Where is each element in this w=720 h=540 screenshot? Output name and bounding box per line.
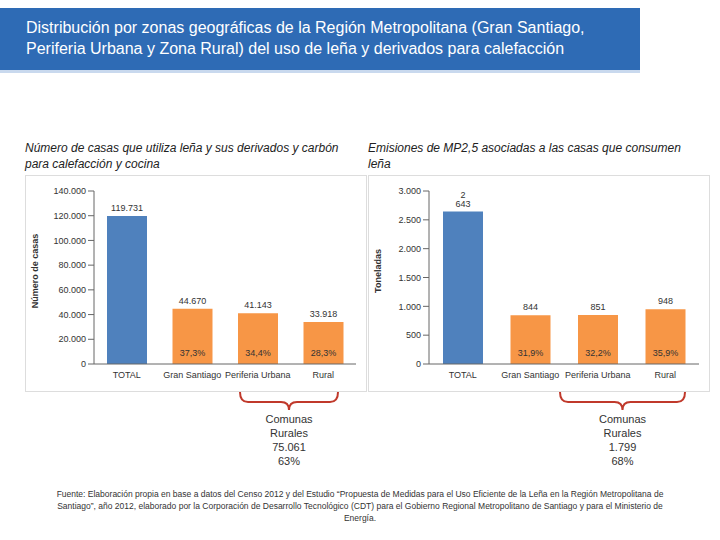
- html-text:Número de casas: Número de casas: [30, 233, 40, 309]
- svg-text:500: 500: [406, 330, 421, 340]
- svg-text:3.000: 3.000: [398, 186, 421, 196]
- svg-text:Rural: Rural: [654, 370, 676, 380]
- svg-text:Periferia Urbana: Periferia Urbana: [225, 370, 291, 380]
- svg-text:Rural: Rural: [312, 370, 334, 380]
- svg-text:2643: 2643: [455, 190, 470, 209]
- svg-text:Gran Santiago: Gran Santiago: [163, 370, 221, 380]
- svg-text:60.000: 60.000: [58, 285, 86, 295]
- html-text:68%: 68%: [611, 455, 634, 467]
- svg-text:100.000: 100.000: [53, 236, 86, 246]
- html-text:Fuente: Elaboración propia en: Fuente: Elaboración propia en base a dat…: [56, 489, 664, 523]
- svg-text:28,3%: 28,3%: [311, 348, 337, 358]
- svg-text:32,2%: 32,2%: [585, 348, 611, 358]
- svg-text:31,9%: 31,9%: [518, 348, 544, 358]
- html-text:Comunas Rurales: Comunas Rurales: [265, 413, 313, 439]
- svg-text:948: 948: [658, 296, 673, 306]
- html-text:75.061: 75.061: [272, 441, 306, 453]
- svg-text:37,3%: 37,3%: [180, 348, 206, 358]
- svg-text:80.000: 80.000: [58, 260, 86, 270]
- svg-text:2.500: 2.500: [398, 215, 421, 225]
- html-text:Toneladas: Toneladas: [373, 249, 383, 293]
- svg-text:1.000: 1.000: [398, 302, 421, 312]
- svg-text:851: 851: [590, 302, 605, 312]
- svg-text:0: 0: [416, 359, 421, 369]
- html-text:Emisiones de MP2,5 asociadas a: Emisiones de MP2,5 asociadas a las casas…: [368, 141, 681, 171]
- svg-text:33.918: 33.918: [310, 309, 338, 319]
- svg-text:41.143: 41.143: [244, 300, 272, 310]
- svg-text:TOTAL: TOTAL: [449, 370, 477, 380]
- html-text:1.799: 1.799: [608, 441, 637, 453]
- svg-text:140.000: 140.000: [53, 186, 86, 196]
- svg-text:2.000: 2.000: [398, 244, 421, 254]
- svg-text:44.670: 44.670: [179, 296, 207, 306]
- svg-text:0: 0: [81, 359, 86, 369]
- svg-text:Periferia Urbana: Periferia Urbana: [565, 370, 631, 380]
- svg-text:34,4%: 34,4%: [245, 348, 271, 358]
- svg-text:120.000: 120.000: [53, 211, 86, 221]
- svg-text:35,9%: 35,9%: [653, 348, 679, 358]
- html-text:Número de casas que utiliza le: Número de casas que utiliza leña y sus d…: [25, 141, 339, 171]
- html-text:63%: 63%: [278, 455, 300, 467]
- svg-text:40.000: 40.000: [58, 310, 86, 320]
- svg-text:844: 844: [523, 302, 538, 312]
- svg-text:1.500: 1.500: [398, 273, 421, 283]
- html-text:Distribución por zonas geográf: Distribución por zonas geográficas de la…: [26, 19, 585, 57]
- html-text:Comunas Rurales: Comunas Rurales: [599, 413, 646, 439]
- svg-text:20.000: 20.000: [58, 334, 86, 344]
- svg-text:TOTAL: TOTAL: [113, 370, 141, 380]
- svg-text:119.731: 119.731: [111, 203, 143, 213]
- svg-text:Gran Santiago: Gran Santiago: [501, 370, 559, 380]
